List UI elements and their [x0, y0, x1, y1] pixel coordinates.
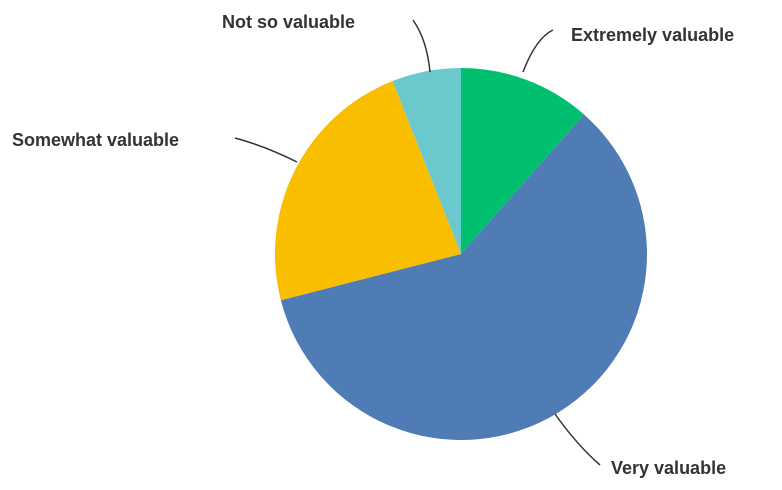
pie-slice-extremely-valuable [461, 68, 585, 254]
pie-slice-somewhat-valuable [275, 81, 461, 301]
slice-label-extremely-valuable: Extremely valuable [571, 25, 734, 45]
labels-layer: Extremely valuable Very valuable Somewhat … [12, 12, 734, 478]
leader-lines-layer [234, 19, 601, 466]
slice-label-not-so-valuable: Not so valuable [222, 12, 355, 32]
slice-label-very-valuable: Very valuable [611, 458, 726, 478]
slice-label-somewhat-valuable: Somewhat valuable [12, 130, 179, 150]
slices-layer [275, 68, 648, 440]
pie-slice-not-so-valuable [392, 68, 461, 254]
leader-line-extremely-valuable [522, 29, 554, 73]
leader-line-somewhat-valuable [234, 137, 298, 163]
pie-slice-very-valuable [280, 114, 648, 440]
leader-line-not-so-valuable [412, 19, 431, 73]
leader-line-very-valuable [554, 413, 601, 466]
